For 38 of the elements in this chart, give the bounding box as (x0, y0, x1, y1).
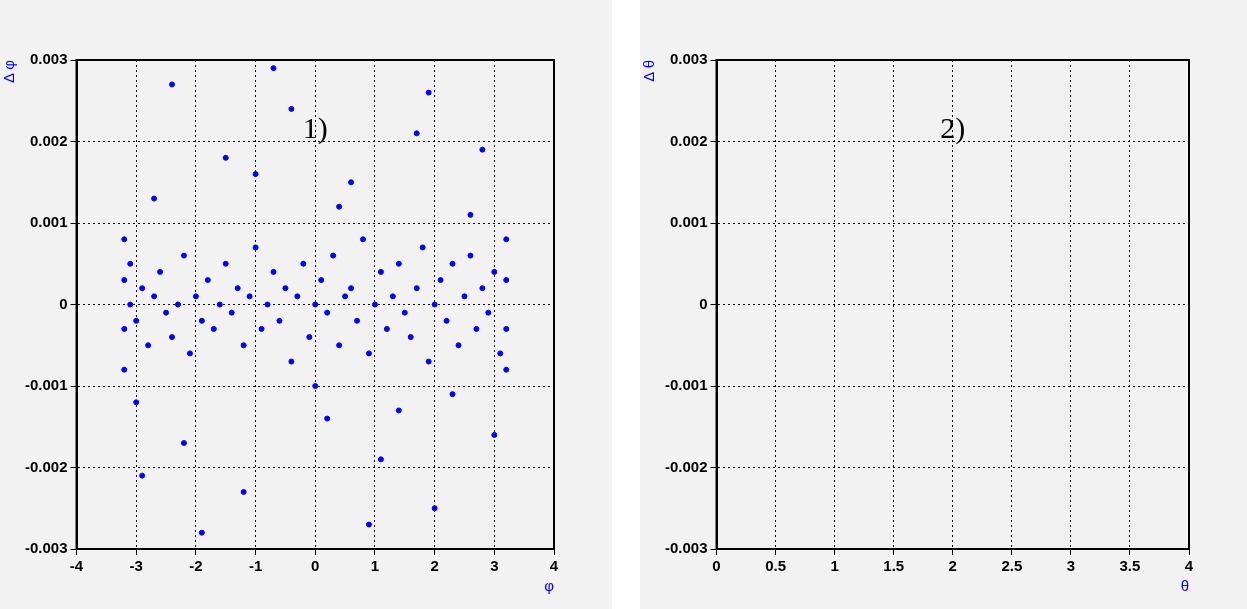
x-tick-label: 2 (430, 557, 439, 575)
x-tick-label: 0.5 (765, 557, 787, 575)
x-tick-label: 1 (370, 557, 380, 575)
annotation: 2) (940, 110, 966, 145)
y-tick-label: 0.002 (29, 131, 68, 149)
y-tick-label: -0.002 (664, 457, 708, 475)
x-tick-label: 2.5 (1001, 557, 1023, 575)
y-tick-label: 0 (699, 294, 708, 312)
x-tick-label: 3 (490, 557, 499, 575)
x-tick-label: -1 (248, 557, 263, 575)
x-axis-title: φ (544, 576, 555, 594)
y-tick-label: 0.003 (669, 50, 708, 68)
x-tick-label: -2 (189, 557, 203, 575)
y-tick-label: 0.002 (669, 131, 708, 149)
x-axis-title: θ (1180, 576, 1189, 594)
y-tick-label: -0.001 (664, 376, 708, 394)
y-tick-label: -0.002 (24, 457, 68, 475)
y-tick-label: 0.003 (29, 50, 68, 68)
x-tick-label: 2 (948, 557, 957, 575)
y-tick-label: -0.001 (24, 376, 68, 394)
y-tick-label: 0.001 (29, 213, 68, 231)
x-tick-label: -3 (129, 557, 143, 575)
y-tick-label: -0.003 (24, 539, 68, 557)
y-axis-title: Δ φ (0, 59, 18, 84)
x-tick-label: 3 (1066, 557, 1076, 575)
y-tick-label: 0.001 (669, 213, 708, 231)
y-tick-label: 0 (59, 294, 68, 312)
x-tick-label: 3.5 (1119, 557, 1141, 575)
x-tick-label: 0 (712, 557, 721, 575)
y-tick-label: -0.003 (664, 539, 708, 557)
x-tick-label: 0 (311, 557, 320, 575)
x-tick-label: 4 (1184, 557, 1194, 575)
annotation: 1) (302, 110, 328, 145)
y-axis-title: Δ θ (640, 60, 658, 82)
x-tick-label: 1 (830, 557, 839, 575)
x-tick-label: 1.5 (883, 557, 905, 575)
x-tick-label: -4 (69, 557, 84, 575)
x-tick-label: 4 (549, 557, 559, 575)
